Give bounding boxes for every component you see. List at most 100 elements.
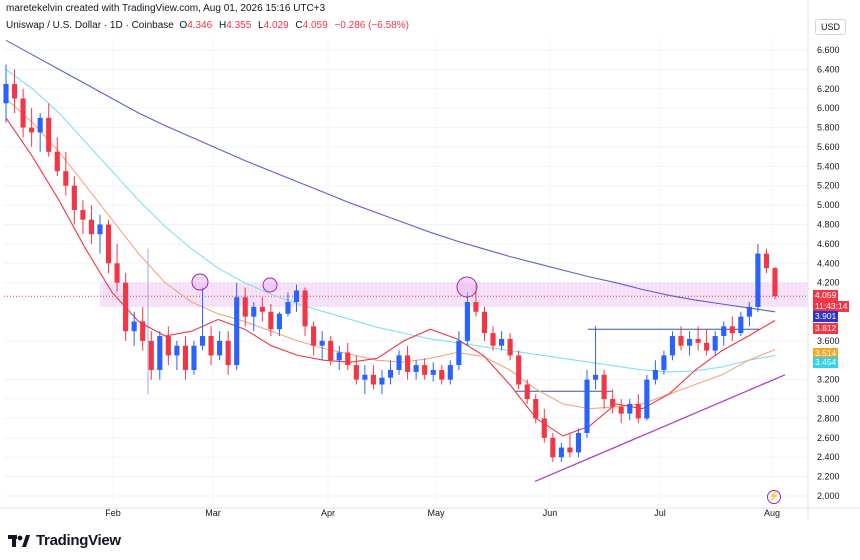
- candle: [46, 103, 52, 157]
- candle: [80, 200, 86, 235]
- candle: [311, 321, 317, 356]
- candle-body: [610, 399, 616, 407]
- ma-red-tag: 3.812: [813, 323, 839, 335]
- candle: [422, 358, 428, 380]
- countdown-tag: 11:43:14: [813, 301, 850, 313]
- price-tick-label: 5.200: [817, 181, 840, 191]
- candle: [268, 304, 274, 337]
- candle: [293, 284, 300, 312]
- candle: [464, 292, 470, 346]
- time-tick-label: Jun: [543, 508, 558, 518]
- price-tick-label: 3.000: [817, 394, 840, 404]
- candle: [88, 205, 95, 244]
- candle-body: [533, 399, 539, 419]
- candle-body: [105, 224, 112, 264]
- ma-blue-tag: 3.901: [813, 310, 839, 322]
- candle-body: [319, 340, 325, 346]
- candle-body: [763, 253, 770, 269]
- candle-body: [439, 369, 445, 380]
- candle-body: [148, 340, 154, 370]
- candle: [763, 248, 770, 273]
- candle-body: [686, 338, 693, 346]
- candle-body: [63, 171, 69, 186]
- candle-body: [464, 302, 470, 341]
- candle: [97, 214, 103, 254]
- candle: [695, 326, 701, 351]
- candle-body: [131, 321, 137, 332]
- candle-body: [746, 306, 752, 317]
- candle-body: [268, 311, 274, 330]
- candle: [635, 394, 641, 424]
- price-tick-label: 6.200: [817, 84, 840, 94]
- candle-body: [259, 306, 265, 312]
- ascending-trendline: [534, 374, 786, 483]
- candle-body: [20, 98, 26, 128]
- candle: [516, 350, 522, 390]
- candle: [208, 326, 214, 366]
- low-label: L: [258, 20, 264, 31]
- candle: [430, 362, 436, 382]
- high-label: H: [219, 20, 227, 31]
- highlight-circle: [191, 273, 209, 291]
- candle: [131, 311, 137, 346]
- candle: [234, 282, 240, 370]
- candle-body: [729, 326, 735, 334]
- candle-body: [370, 374, 376, 385]
- candle-body: [251, 306, 257, 317]
- candle: [405, 345, 411, 380]
- candle-body: [601, 374, 607, 400]
- candle-body: [293, 290, 300, 303]
- symbol-name[interactable]: Uniswap / U.S. Dollar · 1D · Coinbase: [6, 20, 174, 31]
- candle: [627, 399, 633, 421]
- price-tick-label: 5.000: [817, 200, 840, 210]
- candle-body: [430, 369, 436, 375]
- candle-body: [772, 268, 778, 297]
- candle-body: [157, 336, 163, 370]
- candle: [755, 243, 761, 312]
- candle: [319, 331, 325, 361]
- candle: [259, 297, 265, 322]
- candle: [217, 331, 223, 361]
- candle-body: [3, 83, 9, 104]
- tradingview-logo[interactable]: TradingView: [8, 532, 121, 549]
- candle-body: [481, 311, 488, 334]
- candle-body: [396, 355, 402, 370]
- candle-body: [311, 326, 317, 346]
- change-value: −0.286 (−6.58%): [334, 20, 409, 31]
- price-tick-label: 4.400: [817, 258, 840, 268]
- candle: [550, 432, 556, 463]
- candle: [524, 379, 530, 404]
- candle: [721, 321, 727, 346]
- candle: [140, 306, 146, 351]
- candle: [225, 331, 231, 375]
- candle-body: [165, 336, 171, 356]
- candle: [644, 374, 650, 421]
- currency-button[interactable]: USD: [815, 19, 847, 35]
- price-tick-label: 4.800: [817, 220, 840, 230]
- candle: [567, 432, 573, 458]
- alert-icon[interactable]: ⚡: [767, 490, 781, 504]
- time-tick-label: May: [427, 508, 445, 518]
- candle: [71, 176, 77, 225]
- candle: [123, 273, 129, 341]
- candle: [712, 331, 718, 356]
- candle: [507, 333, 513, 361]
- candle: [575, 428, 582, 458]
- candle: [593, 326, 599, 390]
- candle: [541, 408, 547, 443]
- candle: [191, 340, 197, 375]
- price-tick-label: 5.600: [817, 142, 840, 152]
- price-axis: 6.600 6.400 6.200 6.000 5.800 5.600 5.400 5.200…: [817, 45, 840, 501]
- candle-body: [447, 365, 453, 380]
- candle-body: [738, 316, 744, 334]
- candle-body: [635, 403, 641, 419]
- candle-body: [174, 345, 180, 356]
- candle-body: [29, 127, 35, 133]
- price-tick-label: 2.400: [817, 452, 840, 462]
- candle: [533, 394, 539, 424]
- created-by-line: maretekelvin created with TradingView.co…: [6, 3, 326, 14]
- candle: [37, 113, 43, 152]
- candle-body: [661, 355, 667, 370]
- price-tick-label: 2.000: [817, 491, 840, 501]
